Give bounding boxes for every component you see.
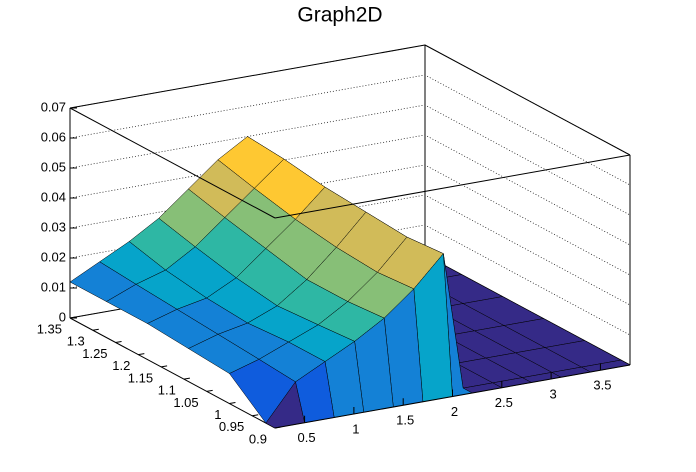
x-tick-label: 1.5 bbox=[396, 413, 414, 428]
z-tick-label: 0.06 bbox=[41, 129, 66, 144]
y-tick bbox=[138, 353, 145, 356]
y-tick-label: 1.3 bbox=[67, 334, 85, 349]
x-tick-label: 2.5 bbox=[495, 395, 513, 410]
y-tick-label: 0.9 bbox=[249, 431, 267, 446]
box-edge bbox=[69, 44, 426, 109]
y-tick-label: 1 bbox=[214, 407, 221, 422]
y-tick bbox=[206, 389, 213, 392]
y-tick-label: 1.1 bbox=[158, 383, 176, 398]
x-tick-label: 1 bbox=[352, 421, 359, 436]
x-tick-label: 0.5 bbox=[298, 430, 316, 445]
z-tick-label: 0.01 bbox=[41, 279, 66, 294]
box-edge bbox=[69, 317, 276, 429]
grid-line bbox=[69, 104, 631, 216]
y-tick bbox=[69, 316, 77, 319]
z-tick-label: 0.07 bbox=[41, 99, 66, 114]
y-tick bbox=[252, 414, 259, 417]
y-tick bbox=[274, 426, 282, 429]
y-tick-label: 0.95 bbox=[219, 419, 244, 434]
z-tick-label: 0.05 bbox=[41, 159, 66, 174]
y-tick bbox=[161, 365, 168, 368]
y-tick bbox=[92, 328, 99, 331]
y-tick-label: 1.2 bbox=[112, 358, 130, 373]
z-tick-label: 0 bbox=[59, 309, 66, 324]
z-tick-label: 0.03 bbox=[41, 219, 66, 234]
x-tick-label: 3.5 bbox=[593, 378, 611, 393]
y-tick-label: 1.15 bbox=[128, 370, 153, 385]
y-tick-label: 1.05 bbox=[173, 395, 198, 410]
z-tick-label: 0.04 bbox=[41, 189, 66, 204]
x-tick-label: 2 bbox=[451, 404, 458, 419]
y-tick bbox=[229, 402, 236, 405]
z-tick-label: 0.02 bbox=[41, 249, 66, 264]
box-edge bbox=[69, 107, 276, 219]
y-tick-label: 1.25 bbox=[82, 346, 107, 361]
y-tick bbox=[183, 377, 190, 380]
chart-title: Graph2D bbox=[297, 4, 382, 27]
grid-line bbox=[69, 74, 631, 186]
x-tick-label: 3 bbox=[549, 386, 556, 401]
box-edge bbox=[424, 44, 631, 156]
y-tick bbox=[115, 340, 122, 343]
box-edge bbox=[274, 154, 631, 219]
grid-line bbox=[69, 134, 631, 246]
y-tick-label: 1.35 bbox=[37, 321, 62, 336]
